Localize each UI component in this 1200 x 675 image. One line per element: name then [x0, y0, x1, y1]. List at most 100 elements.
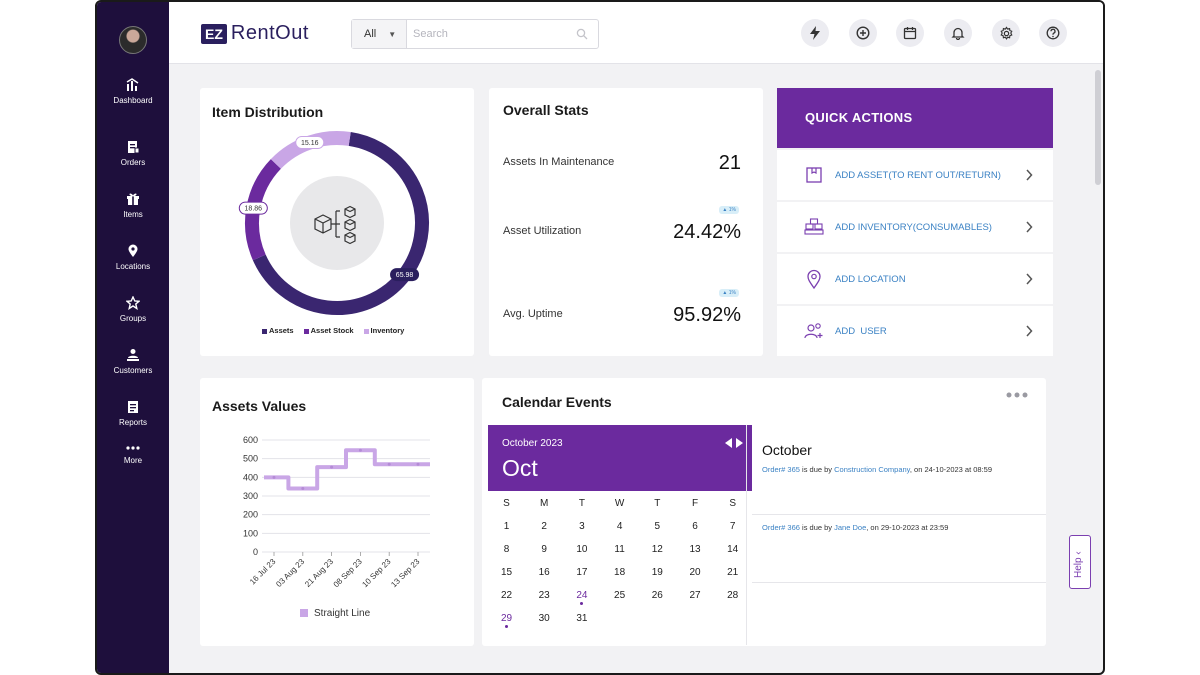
calendar-day[interactable]: 31: [576, 613, 588, 624]
data-point[interactable]: [416, 462, 420, 466]
donut-center: [290, 176, 384, 270]
search-input[interactable]: Search: [413, 28, 448, 40]
chevron-right-icon: [1026, 221, 1033, 233]
calendar-header: October 2023 Oct: [488, 425, 752, 491]
calendar-day[interactable]: 25: [614, 590, 626, 601]
help-tab[interactable]: Help ‹: [1069, 535, 1091, 589]
calendar-day[interactable]: 21: [727, 567, 739, 578]
calendar-day[interactable]: 11: [614, 544, 625, 555]
sidebar-item-groups[interactable]: Groups: [97, 296, 169, 323]
customer-link[interactable]: Jane Doe: [834, 523, 867, 532]
order-link[interactable]: Order# 366: [762, 523, 800, 532]
y-tick-label: 100: [243, 528, 258, 538]
calendar-day[interactable]: 16: [538, 567, 550, 578]
event-item[interactable]: Order# 365 is due by Construction Compan…: [762, 465, 992, 474]
data-point[interactable]: [358, 448, 362, 452]
y-tick-label: 600: [243, 435, 258, 445]
asset-box-icon: [803, 166, 825, 184]
location-pin-icon: [803, 269, 825, 289]
calendar-day[interactable]: 3: [579, 521, 585, 532]
add-button[interactable]: [849, 19, 877, 47]
month-nav-arrows-icon[interactable]: [724, 437, 744, 449]
calendar-day[interactable]: 9: [541, 544, 547, 555]
chevron-right-icon: [1026, 273, 1033, 285]
calendar-day[interactable]: 18: [614, 567, 626, 578]
calendar-day[interactable]: 7: [729, 521, 736, 532]
stat-label: Avg. Uptime: [503, 308, 563, 320]
event-item[interactable]: Order# 366 is due by Jane Doe, on 29-10-…: [762, 523, 948, 532]
sidebar-item-dashboard[interactable]: Dashboard: [97, 78, 169, 105]
data-point[interactable]: [272, 475, 276, 479]
x-tick-label: 21 Aug 23: [303, 557, 335, 589]
reports-icon: [128, 401, 138, 413]
more-options-icon[interactable]: [1006, 392, 1028, 398]
search-icon[interactable]: [576, 28, 588, 40]
event-divider: [752, 582, 1046, 583]
calendar-day[interactable]: 24: [563, 590, 600, 605]
calendar-day[interactable]: 30: [538, 613, 550, 624]
sidebar-item-locations[interactable]: Locations: [97, 244, 169, 271]
add-inventory-action[interactable]: ADD INVENTORY(CONSUMABLES): [777, 202, 1053, 252]
calendar-day[interactable]: 5: [654, 521, 661, 532]
legend-label: Straight Line: [314, 608, 371, 619]
calendar-day[interactable]: 28: [727, 590, 739, 601]
calendar-day[interactable]: 20: [689, 567, 701, 578]
order-link[interactable]: Order# 365: [762, 465, 800, 474]
calendar-day[interactable]: 22: [500, 590, 513, 601]
action-label: ADD ASSET(TO RENT OUT/RETURN): [835, 169, 1001, 181]
sidebar-item-items[interactable]: Items: [97, 192, 169, 219]
sidebar-item-orders[interactable]: Orders: [97, 140, 169, 167]
sidebar-item-reports[interactable]: Reports: [97, 400, 169, 427]
sidebar-item-customers[interactable]: Customers: [97, 348, 169, 375]
sidebar-item-more[interactable]: More: [97, 444, 169, 465]
calendar-day[interactable]: 29: [488, 613, 525, 628]
flash-icon: [810, 26, 820, 40]
add-location-action[interactable]: ADD LOCATION: [777, 254, 1053, 304]
help-button[interactable]: [1039, 19, 1067, 47]
data-point[interactable]: [301, 487, 305, 491]
calendar-day[interactable]: 2: [541, 521, 547, 532]
y-tick-label: 200: [243, 510, 258, 520]
event-text: , on 29-10-2023 at 23:59: [866, 523, 949, 532]
calendar-button[interactable]: [896, 19, 924, 47]
series-line[interactable]: [264, 448, 430, 491]
add-asset-action[interactable]: ADD ASSET(TO RENT OUT/RETURN): [777, 150, 1053, 200]
calendar-day[interactable]: 1: [503, 521, 510, 532]
weekday-label: F: [691, 498, 699, 509]
data-point[interactable]: [330, 465, 334, 469]
x-tick-label: 03 Aug 23: [274, 557, 306, 589]
app-logo[interactable]: EZ RentOut: [201, 22, 309, 45]
data-point[interactable]: [387, 462, 391, 466]
calendar-day[interactable]: 17: [576, 567, 588, 578]
sidebar: Dashboard Orders Items Locations Groups …: [97, 2, 169, 673]
calendar-day[interactable]: 19: [651, 567, 663, 578]
sidebar-item-label: Orders: [120, 158, 146, 167]
avatar[interactable]: [119, 26, 147, 54]
calendar-day[interactable]: 6: [692, 521, 698, 532]
quick-actions-title: QUICK ACTIONS: [777, 88, 1053, 148]
flash-button[interactable]: [801, 19, 829, 47]
card-title: Overall Stats: [503, 102, 589, 118]
scrollbar[interactable]: [1095, 70, 1101, 185]
customer-link[interactable]: Construction Company: [834, 465, 910, 474]
calendar-day[interactable]: 8: [503, 544, 510, 555]
groups-icon: [126, 296, 140, 310]
add-user-action[interactable]: ADD USER: [777, 306, 1053, 356]
calendar-day[interactable]: 13: [689, 544, 701, 555]
calendar-day[interactable]: 4: [616, 521, 623, 532]
chevron-right-icon: [1026, 169, 1033, 181]
notifications-button[interactable]: [944, 19, 972, 47]
calendar-day[interactable]: 10: [576, 544, 588, 555]
legend-item: Assets: [262, 326, 294, 335]
settings-button[interactable]: [992, 19, 1020, 47]
calendar-day[interactable]: 26: [651, 590, 663, 601]
calendar-day[interactable]: 23: [538, 590, 550, 601]
calendar-day[interactable]: 14: [727, 544, 739, 555]
search-scope-select[interactable]: All ▼: [352, 20, 407, 48]
events-heading: October: [762, 442, 812, 458]
calendar-day[interactable]: 15: [500, 567, 513, 578]
calendar-divider: [746, 425, 747, 645]
calendar-day[interactable]: 27: [689, 590, 701, 601]
calendar-day[interactable]: 12: [651, 544, 663, 555]
weekday-label: M: [540, 498, 549, 509]
